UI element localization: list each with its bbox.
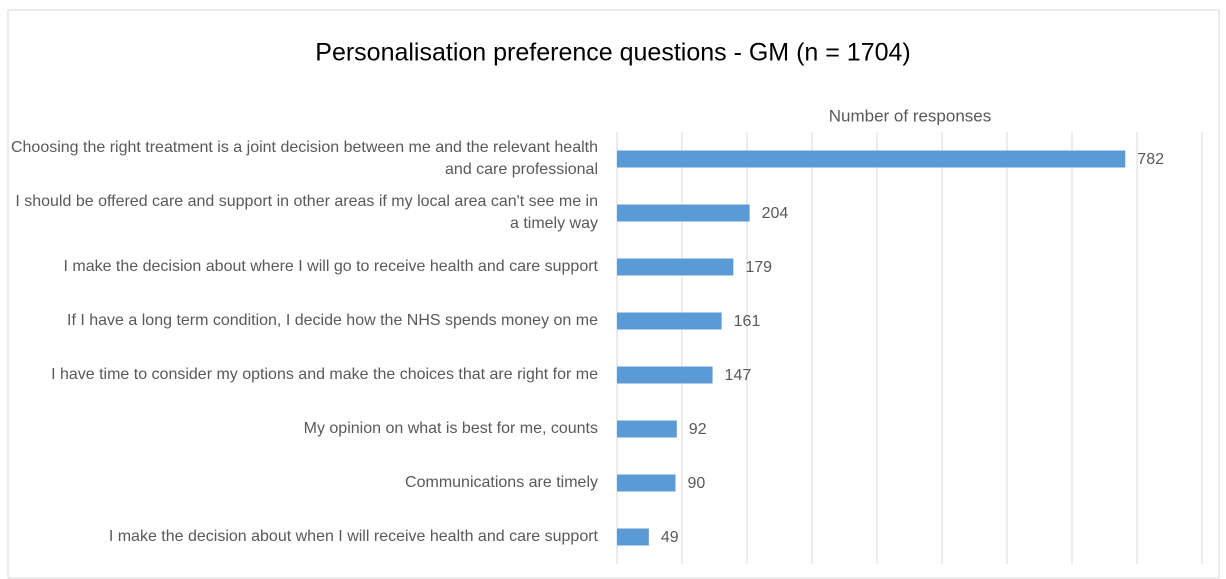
category-label: I make the decision about where I will g… (63, 258, 598, 275)
category-label: Choosing the right treatment is a joint … (10, 139, 598, 178)
bar (617, 312, 722, 330)
category-label: My opinion on what is best for me, count… (303, 420, 598, 437)
bar (617, 258, 734, 276)
x-axis-label: Number of responses (829, 106, 992, 125)
chart-title: Personalisation preference questions - G… (315, 39, 910, 67)
value-label: 179 (745, 259, 772, 276)
bar (617, 150, 1126, 168)
value-label: 161 (734, 313, 761, 330)
bar (617, 366, 713, 384)
value-label: 92 (689, 421, 707, 438)
chart-frame (7, 9, 1220, 579)
value-label: 90 (688, 475, 706, 492)
value-label: 147 (725, 367, 752, 384)
value-label: 49 (661, 529, 679, 546)
value-label: 782 (1137, 151, 1164, 168)
bar (617, 420, 677, 438)
category-label: I should be offered care and support in … (15, 193, 598, 232)
bar (617, 204, 750, 222)
category-label: If I have a long term condition, I decid… (67, 312, 598, 329)
category-label: I make the decision about when I will re… (108, 528, 598, 545)
category-label: I have time to consider my options and m… (51, 366, 598, 383)
bar (617, 528, 649, 546)
category-label: Communications are timely (405, 474, 598, 491)
bar (617, 474, 676, 492)
value-label: 204 (762, 205, 789, 222)
